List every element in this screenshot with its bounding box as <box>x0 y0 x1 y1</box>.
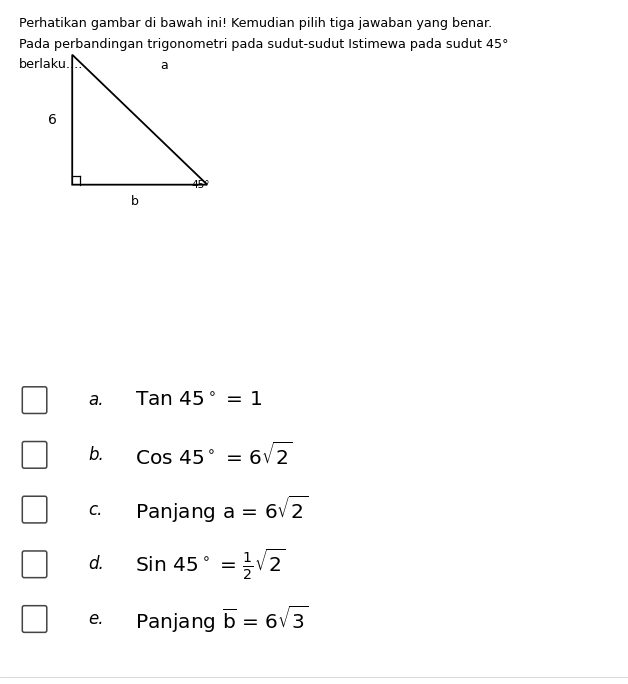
Text: a: a <box>160 59 168 72</box>
Text: Pada perbandingan trigonometri pada sudut-sudut Istimewa pada sudut 45°: Pada perbandingan trigonometri pada sudu… <box>19 38 508 51</box>
Text: a.: a. <box>88 391 104 409</box>
Text: 6: 6 <box>48 113 57 127</box>
Text: d.: d. <box>88 555 104 573</box>
FancyBboxPatch shape <box>23 497 47 523</box>
FancyBboxPatch shape <box>23 442 47 469</box>
FancyBboxPatch shape <box>23 551 47 577</box>
Text: Cos 45$^\circ$ = 6$\sqrt{2}$: Cos 45$^\circ$ = 6$\sqrt{2}$ <box>135 441 293 469</box>
Text: Perhatikan gambar di bawah ini! Kemudian pilih tiga jawaban yang benar.: Perhatikan gambar di bawah ini! Kemudian… <box>19 17 492 30</box>
Text: b: b <box>131 195 139 208</box>
Text: Sin 45$^\circ$ = $\frac{1}{2}\sqrt{2}$: Sin 45$^\circ$ = $\frac{1}{2}\sqrt{2}$ <box>135 547 286 582</box>
Text: Panjang a = 6$\sqrt{2}$: Panjang a = 6$\sqrt{2}$ <box>135 494 308 525</box>
Text: Tan 45$^\circ$ = 1: Tan 45$^\circ$ = 1 <box>135 391 262 410</box>
Text: 45°: 45° <box>192 180 210 190</box>
Text: berlaku....: berlaku.... <box>19 58 84 71</box>
Text: c.: c. <box>88 501 102 518</box>
Text: Panjang $\mathrm{\overline{b}}$ = 6$\sqrt{3}$: Panjang $\mathrm{\overline{b}}$ = 6$\sqr… <box>135 603 308 635</box>
Text: b.: b. <box>88 446 104 464</box>
FancyBboxPatch shape <box>23 606 47 632</box>
FancyBboxPatch shape <box>23 387 47 413</box>
Text: e.: e. <box>88 610 104 628</box>
